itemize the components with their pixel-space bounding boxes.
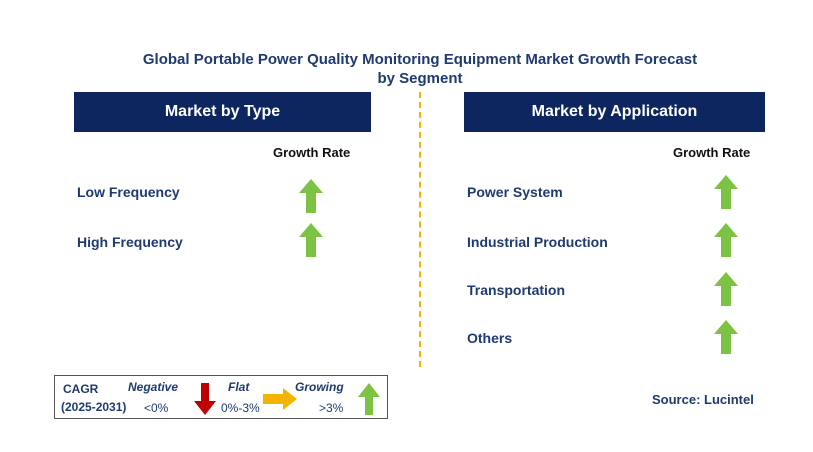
legend-growing-value: >3% (319, 401, 344, 415)
legend-negative-label: Negative (128, 380, 179, 394)
up-arrow-icon (358, 383, 380, 415)
application-row-label-industrial-production: Industrial Production (467, 234, 608, 250)
title-line-1: Global Portable Power Quality Monitoring… (142, 51, 698, 68)
legend-growing-label: Growing (295, 380, 344, 394)
application-growth-rate-label: Growth Rate (673, 145, 751, 160)
application-row-label-others: Others (467, 330, 513, 346)
legend-cagr-label: CAGR (63, 382, 99, 396)
up-arrow-icon (714, 320, 738, 354)
market-by-application-header: Market by Application (464, 92, 765, 132)
legend-negative-value: <0% (144, 401, 169, 415)
type-row-label-low-frequency: Low Frequency (77, 184, 180, 200)
right-arrow-icon (263, 388, 297, 410)
source-credit: Source: Lucintel (652, 392, 754, 407)
market-by-type-header: Market by Type (74, 92, 371, 132)
down-arrow-icon (194, 383, 216, 415)
legend-flat-label: Flat (228, 380, 250, 394)
legend-flat-value: 0%-3% (221, 401, 260, 415)
panel-divider (419, 92, 421, 367)
up-arrow-icon (299, 179, 323, 213)
cagr-legend: CAGR (2025-2031) Negative <0% Flat 0%-3%… (54, 375, 388, 419)
title-line-2: by Segment (377, 70, 463, 87)
up-arrow-icon (714, 223, 738, 257)
type-growth-rate-label: Growth Rate (273, 145, 351, 160)
chart-title: Global Portable Power Quality Monitoring… (0, 50, 813, 88)
legend-period: (2025-2031) (61, 400, 127, 414)
up-arrow-icon (299, 223, 323, 257)
up-arrow-icon (714, 175, 738, 209)
application-row-label-transportation: Transportation (467, 282, 566, 298)
up-arrow-icon (714, 272, 738, 306)
application-row-label-power-system: Power System (467, 184, 563, 200)
type-row-label-high-frequency: High Frequency (77, 234, 183, 250)
